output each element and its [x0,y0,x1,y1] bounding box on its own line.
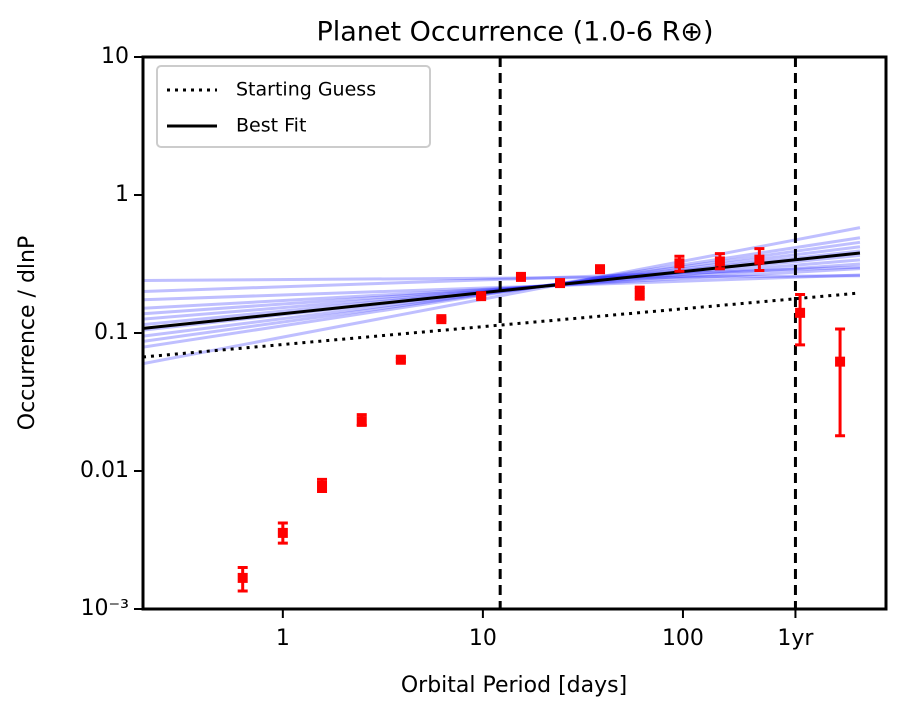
plot [143,57,861,609]
point [515,271,526,282]
point [674,258,685,269]
x-tick-label: 1 [276,626,290,651]
chart-title: Planet Occurrence (1.0-6 R⊕) [316,17,713,48]
x-tick-label: 10 [469,626,497,651]
y-axis-label: Occurrence / dlnP [15,236,40,430]
error-bar [795,293,806,347]
y-tick-label: 0.01 [80,458,129,483]
point [754,254,765,265]
point [395,354,406,365]
point [237,572,248,583]
error-bar [835,327,846,438]
sample-line [143,274,860,283]
legend-label: Best Fit [236,115,306,137]
sample-line [143,265,861,293]
sample-line [143,236,861,349]
point [356,416,367,427]
legend-box [156,65,431,148]
x-tick-label: 1yr [777,626,814,651]
y-tick-label: 0.1 [94,320,129,345]
point [795,307,806,318]
point [595,264,606,275]
point [555,278,566,289]
point [476,291,487,302]
y-tick-label: 10⁻³ [81,596,129,621]
point [714,256,725,267]
point [436,314,447,325]
legend-label: Starting Guess [236,79,376,101]
x-axis-label: Orbital Period [days] [401,673,627,698]
point [835,356,846,367]
point [317,480,328,491]
y-tick-label: 1 [115,182,129,207]
x-tick-label: 100 [662,626,704,651]
point [634,287,645,298]
point [277,527,288,538]
sample-line [143,226,861,366]
y-tick-label: 10 [101,44,129,69]
model-line [143,251,861,330]
